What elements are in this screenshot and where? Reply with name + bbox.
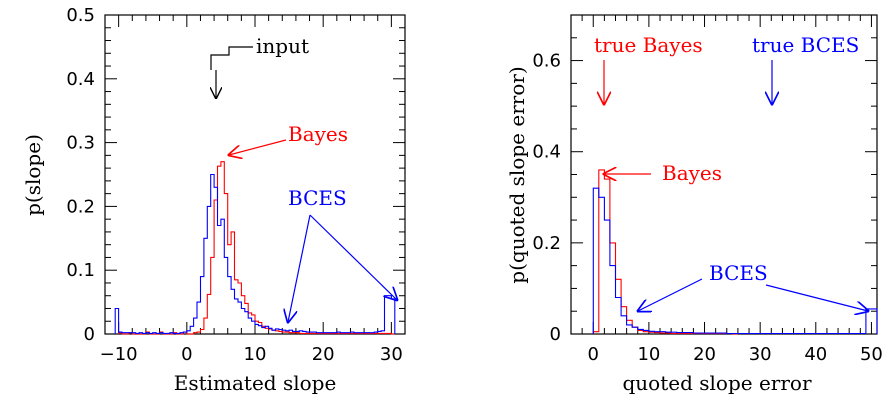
left-bces-arrow-2 bbox=[309, 214, 397, 300]
left-bayes-annotation: Bayes bbox=[288, 122, 348, 146]
left-y-axis-label: p(slope) bbox=[21, 134, 45, 216]
right-y-tick-label: 0.4 bbox=[532, 142, 561, 163]
right-series bbox=[592, 169, 878, 335]
left-bces-arrow-1 bbox=[288, 214, 311, 322]
right-x-tick-label: 10 bbox=[637, 344, 660, 365]
left-y-tick-label: 0 bbox=[84, 324, 95, 345]
right-x-tick-label: 30 bbox=[749, 344, 772, 365]
right-x-tick-label: 0 bbox=[588, 344, 599, 365]
right-y-tick-label: 0.2 bbox=[532, 233, 561, 254]
right-x-tick-label: 20 bbox=[693, 344, 716, 365]
left-bayes-arrow bbox=[229, 139, 287, 155]
left-input-leader bbox=[210, 46, 253, 70]
left-series bbox=[114, 161, 396, 335]
right-x-axis-label: quoted slope error bbox=[622, 371, 811, 395]
left-x-tick-label: 0 bbox=[181, 344, 192, 365]
right-chart: 0 10 20 30 40 50 0 0.2 0.4 0.6 quoted slope error… bbox=[505, 14, 883, 395]
left-input-annotation: input bbox=[256, 34, 309, 58]
right-bces-annotation: BCES bbox=[709, 261, 768, 285]
left-plot-frame bbox=[104, 14, 406, 335]
left-y-tick-label: 0.4 bbox=[66, 69, 95, 90]
right-true-bces-annotation: true BCES bbox=[752, 33, 859, 57]
left-y-tick-label: 0.3 bbox=[66, 133, 95, 154]
left-y-tick-label: 0.1 bbox=[66, 260, 95, 281]
right-ticks: 0 10 20 30 40 50 0 0.2 0.4 0.6 bbox=[532, 14, 883, 365]
right-x-tick-label: 50 bbox=[860, 344, 883, 365]
right-true-bayes-annotation: true Bayes bbox=[594, 33, 703, 57]
left-series-bayes bbox=[118, 161, 395, 335]
left-x-axis-label: Estimated slope bbox=[174, 371, 337, 395]
left-y-tick-label: 0.5 bbox=[66, 5, 95, 26]
right-bayes-annotation: Bayes bbox=[662, 161, 722, 185]
left-y-tick-label: 0.2 bbox=[66, 196, 95, 217]
right-series-bces bbox=[592, 187, 878, 335]
right-bces-arrow-2 bbox=[765, 284, 868, 311]
left-x-tick-label: 20 bbox=[312, 344, 335, 365]
right-y-tick-label: 0.6 bbox=[532, 51, 561, 72]
left-x-tick-label: 30 bbox=[380, 344, 403, 365]
left-x-tick-label: 10 bbox=[244, 344, 267, 365]
left-x-tick-label: −10 bbox=[100, 344, 138, 365]
left-bces-annotation: BCES bbox=[288, 186, 347, 210]
right-bces-arrow-1 bbox=[638, 278, 703, 311]
right-y-axis-label: p(quoted slope error) bbox=[505, 66, 529, 283]
right-y-tick-label: 0 bbox=[550, 324, 561, 345]
right-x-tick-label: 40 bbox=[804, 344, 827, 365]
right-series-bayes bbox=[592, 169, 738, 335]
left-series-bces bbox=[114, 173, 396, 334]
